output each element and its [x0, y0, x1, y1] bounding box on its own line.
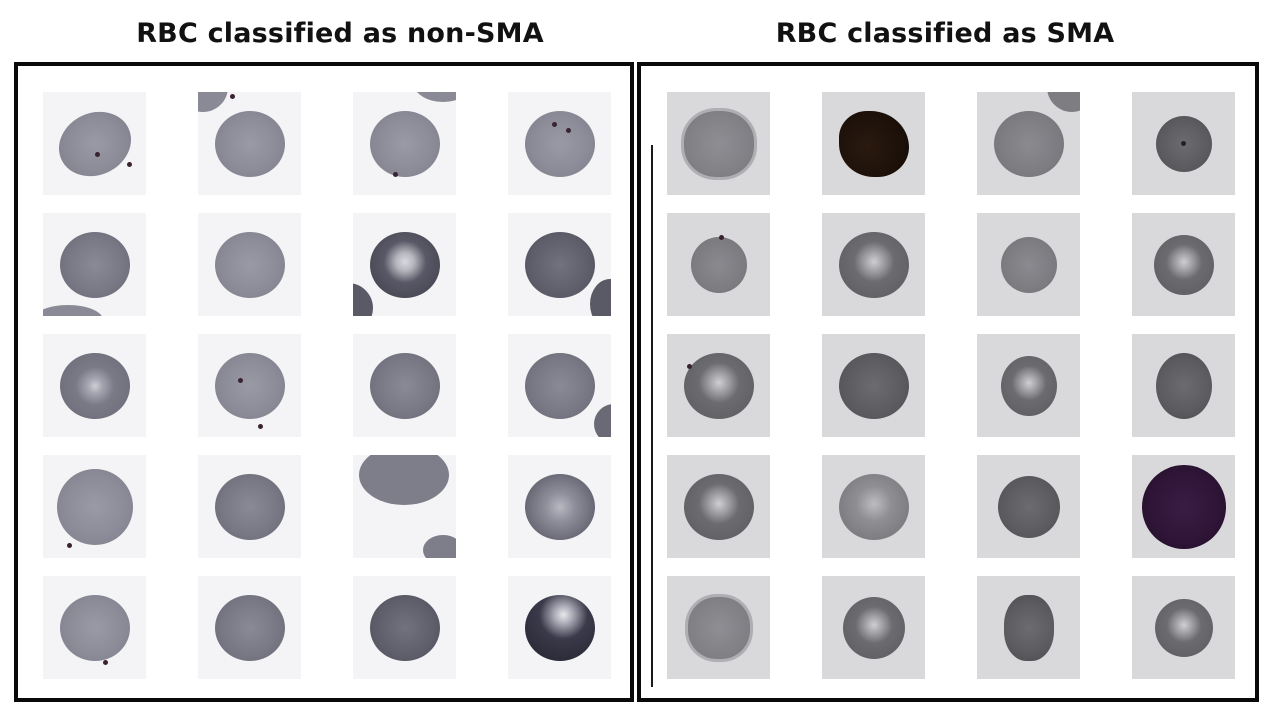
cell-image [198, 92, 301, 195]
cell-image [43, 92, 146, 195]
cell-image [822, 213, 925, 316]
cell-image [977, 92, 1080, 195]
cell-image [977, 576, 1080, 679]
cell-image [667, 92, 770, 195]
cell-image [43, 576, 146, 679]
cell-image [508, 576, 611, 679]
title-sma: RBC classified as SMA [775, 18, 1115, 49]
cell-image [198, 576, 301, 679]
cell-image [353, 576, 456, 679]
cell-image [353, 213, 456, 316]
title-non-sma: RBC classified as non-SMA [136, 18, 544, 49]
cell-image [198, 334, 301, 437]
vertical-divider-line [651, 145, 653, 687]
cell-image [667, 455, 770, 558]
cell-image [667, 576, 770, 679]
cell-image [1132, 213, 1235, 316]
cell-image [43, 455, 146, 558]
cell-image [43, 334, 146, 437]
cell-image [353, 455, 456, 558]
cell-image [508, 213, 611, 316]
cell-image [667, 334, 770, 437]
cell-image [822, 576, 925, 679]
cell-image [1132, 92, 1235, 195]
cell-image [508, 92, 611, 195]
cell-image [1132, 455, 1235, 558]
panel-non-sma [14, 62, 634, 702]
cell-image [977, 334, 1080, 437]
non-sma-cell-grid [43, 92, 611, 679]
sma-cell-grid [667, 92, 1235, 679]
cell-image [198, 213, 301, 316]
panel-sma [637, 62, 1259, 702]
cell-image [822, 455, 925, 558]
cell-image [822, 92, 925, 195]
cell-image [508, 455, 611, 558]
cell-image [977, 213, 1080, 316]
cell-image [508, 334, 611, 437]
cell-image [822, 334, 925, 437]
cell-image [977, 455, 1080, 558]
cell-image [1132, 334, 1235, 437]
cell-image [198, 455, 301, 558]
cell-image [1132, 576, 1235, 679]
cell-image [43, 213, 146, 316]
cell-image [667, 213, 770, 316]
cell-image [353, 92, 456, 195]
cell-image [353, 334, 456, 437]
